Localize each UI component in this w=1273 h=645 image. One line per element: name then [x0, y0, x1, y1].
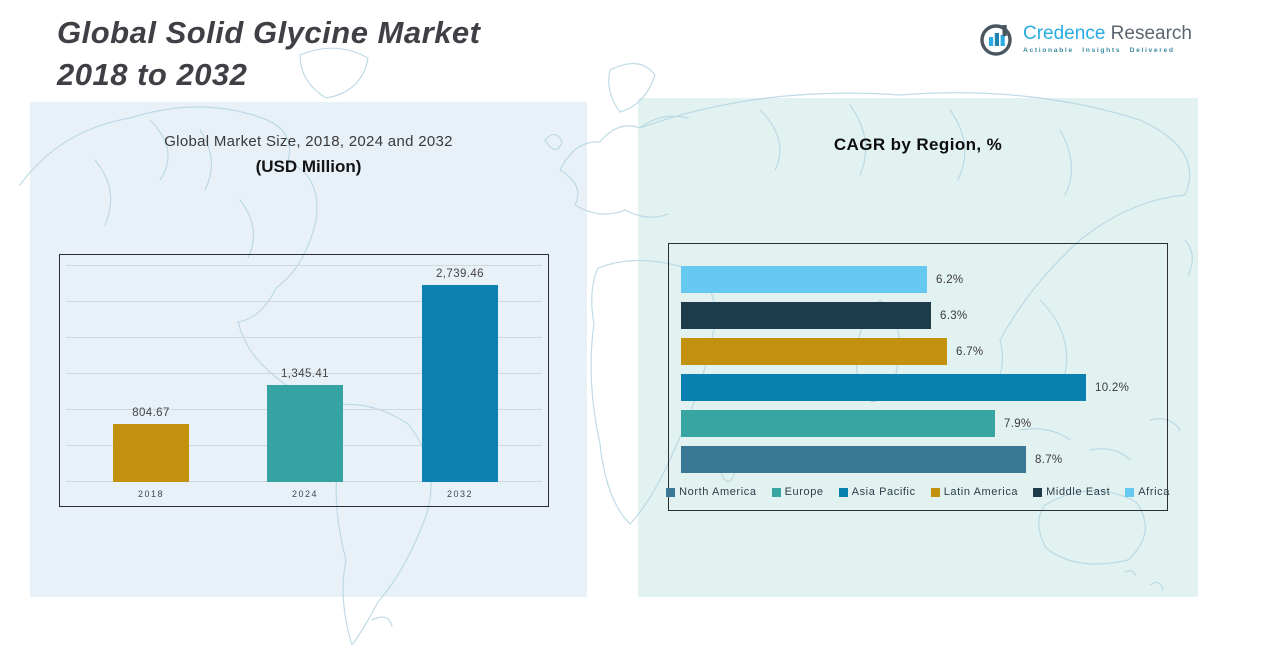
cagr-bar	[681, 338, 947, 365]
legend-item-latin-america: Latin America	[930, 486, 1018, 498]
cagr-row-asia-pacific: 10.2%	[681, 374, 1157, 401]
legend-item-north-america: North America	[666, 486, 757, 498]
column-bar-2032	[422, 285, 498, 482]
gridline	[66, 337, 542, 338]
column-x-label: 2018	[137, 489, 165, 499]
market-size-chart-title: Global Market Size, 2018, 2024 and 2032	[164, 133, 453, 150]
cagr-row-europe: 7.9%	[681, 410, 1157, 437]
legend-swatch-icon	[838, 487, 848, 497]
cagr-value-label: 7.9%	[1004, 417, 1032, 430]
column-x-label: 2032	[446, 489, 474, 499]
cagr-row-middle-east: 6.3%	[681, 302, 1157, 329]
legend-item-asia-pacific: Asia Pacific	[838, 486, 916, 498]
cagr-row-latin-america: 6.7%	[681, 338, 1157, 365]
cagr-value-label: 6.7%	[956, 345, 984, 358]
column-value-label: 1,345.41	[281, 368, 329, 380]
cagr-bar	[681, 302, 931, 329]
cagr-value-label: 8.7%	[1035, 453, 1063, 466]
cagr-bar	[681, 266, 927, 293]
cagr-row-north-america: 8.7%	[681, 446, 1157, 473]
legend-swatch-icon	[1033, 487, 1043, 497]
column-value-label: 2,739.46	[436, 268, 484, 280]
legend-item-africa: Africa	[1125, 486, 1170, 498]
brand-logo: Credence Research Actionable Insights De…	[978, 20, 1192, 58]
legend-swatch-icon	[1125, 487, 1135, 497]
legend-swatch-icon	[930, 487, 940, 497]
page-title: Global Solid Glycine Market 2018 to 2032	[57, 15, 481, 92]
market-size-column-chart: 804.67 2018 1,345.41 2024 2,739.46 2032	[59, 254, 549, 507]
cagr-legend: North America Europe Asia Pacific Latin Ame…	[666, 486, 1170, 498]
cagr-bar	[681, 374, 1086, 401]
cagr-chart-title: CAGR by Region, %	[833, 135, 1003, 154]
cagr-bar	[681, 446, 1026, 473]
column-x-label: 2024	[291, 489, 319, 499]
brand-tagline: Actionable Insights Delivered	[1023, 47, 1175, 54]
gridline	[66, 265, 542, 266]
legend-swatch-icon	[771, 487, 781, 497]
legend-item-middle-east: Middle East	[1033, 486, 1110, 498]
cagr-value-label: 6.2%	[936, 273, 964, 286]
cagr-row-africa: 6.2%	[681, 266, 1157, 293]
cagr-value-label: 6.3%	[940, 309, 968, 322]
gridline	[66, 301, 542, 302]
brand-name: Credence Research	[1023, 23, 1192, 44]
credence-logo-icon	[980, 24, 1012, 56]
column-bar-2024	[267, 385, 343, 482]
legend-swatch-icon	[666, 487, 676, 497]
cagr-bar-chart: 6.2% 6.3% 6.7% 10.2% 7.9% 8.7% North America E…	[666, 243, 1170, 511]
cagr-value-label: 10.2%	[1095, 381, 1130, 394]
market-size-chart-header: Global Market Size, 2018, 2024 and 2032 …	[30, 133, 587, 177]
market-size-chart-subtitle: (USD Million)	[255, 157, 362, 176]
column-value-label: 804.67	[132, 407, 170, 419]
gridline	[66, 373, 542, 374]
column-bar-2018	[113, 424, 189, 482]
cagr-bar	[681, 410, 995, 437]
legend-item-europe: Europe	[771, 486, 824, 498]
